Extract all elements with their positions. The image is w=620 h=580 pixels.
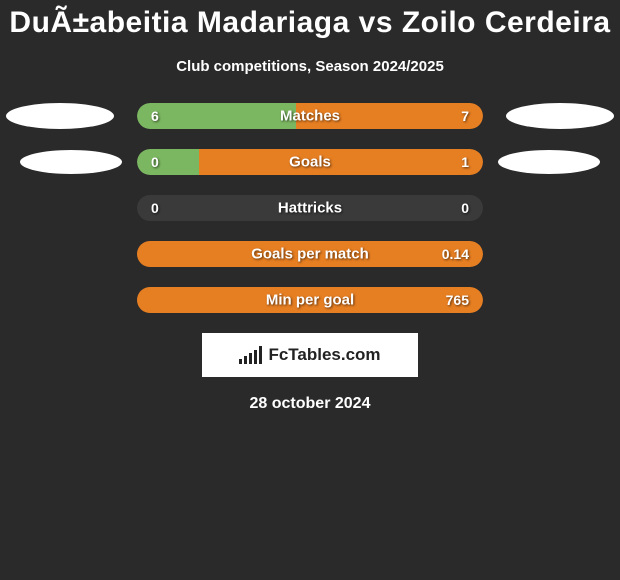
logo-bar [249, 353, 252, 364]
bar-track: 0 0 Hattricks [137, 195, 483, 221]
value-right: 0.14 [442, 246, 469, 262]
logo: FcTables.com [239, 345, 380, 365]
value-right: 1 [461, 154, 469, 170]
player-right-icon [498, 150, 600, 174]
logo-bar [239, 359, 242, 364]
bar-track: 6 7 Matches [137, 103, 483, 129]
chart-icon [239, 346, 262, 364]
stat-label: Goals per match [251, 246, 369, 263]
comparison-row: 0 1 Goals [0, 149, 620, 175]
bar-track: 0.14 Goals per match [137, 241, 483, 267]
stat-label: Hattricks [278, 200, 342, 217]
player-left-icon [20, 150, 122, 174]
logo-prefix: Fc [268, 345, 288, 364]
subtitle: Club competitions, Season 2024/2025 [0, 58, 620, 75]
player-right-icon [506, 103, 614, 129]
logo-bar [254, 350, 257, 364]
player-left-icon [6, 103, 114, 129]
stat-label: Matches [280, 108, 340, 125]
bar-fill-right [199, 149, 483, 175]
stat-label: Min per goal [266, 292, 354, 309]
logo-bar [244, 356, 247, 364]
value-right: 7 [461, 108, 469, 124]
logo-text: FcTables.com [268, 345, 380, 365]
value-right: 765 [446, 292, 469, 308]
bar-track: 0 1 Goals [137, 149, 483, 175]
date: 28 october 2024 [0, 395, 620, 413]
comparison-row: 6 7 Matches [0, 103, 620, 129]
bar-track: 765 Min per goal [137, 287, 483, 313]
comparison-rows: 6 7 Matches 0 1 Goals 0 0 Hattricks 0.14 Goals per… [0, 103, 620, 313]
comparison-row: 765 Min per goal [0, 287, 620, 313]
value-left: 6 [151, 108, 159, 124]
comparison-row: 0.14 Goals per match [0, 241, 620, 267]
logo-bar [259, 346, 262, 364]
bar-fill-left [137, 149, 199, 175]
page-title: DuÃ±abeitia Madariaga vs Zoilo Cerdeira [0, 0, 620, 40]
value-left: 0 [151, 154, 159, 170]
logo-suffix: Tables.com [288, 345, 380, 364]
value-right: 0 [461, 200, 469, 216]
value-left: 0 [151, 200, 159, 216]
bar-fill-left [137, 103, 296, 129]
logo-box: FcTables.com [202, 333, 418, 377]
stat-label: Goals [289, 154, 331, 171]
comparison-row: 0 0 Hattricks [0, 195, 620, 221]
